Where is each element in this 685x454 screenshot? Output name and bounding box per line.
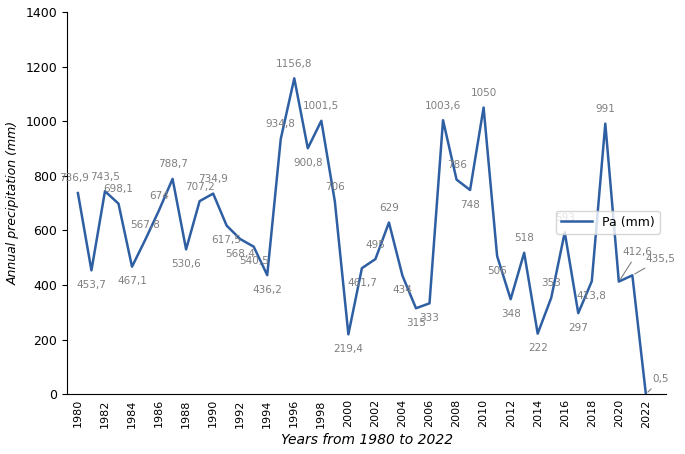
Pa (mm) xyxy=(614,279,623,284)
Pa (mm) xyxy=(114,201,123,207)
Text: 568,4: 568,4 xyxy=(225,249,255,259)
Pa (mm) xyxy=(560,230,569,235)
Text: 467,1: 467,1 xyxy=(117,276,147,286)
Pa (mm) xyxy=(547,295,556,301)
Text: 518: 518 xyxy=(514,233,534,243)
Pa (mm) xyxy=(371,257,379,262)
Text: 707,2: 707,2 xyxy=(185,182,214,192)
Pa (mm) xyxy=(493,253,501,259)
Text: 222: 222 xyxy=(527,343,547,353)
Text: 435,5: 435,5 xyxy=(635,254,675,274)
Text: 706: 706 xyxy=(325,182,345,192)
Text: 629: 629 xyxy=(379,203,399,213)
Text: 593: 593 xyxy=(555,213,575,223)
Pa (mm) xyxy=(642,391,650,397)
Text: 934,8: 934,8 xyxy=(266,119,296,129)
Text: 900,8: 900,8 xyxy=(293,158,323,168)
Text: 495: 495 xyxy=(366,240,386,250)
Pa (mm) xyxy=(331,199,339,204)
Pa (mm) xyxy=(223,223,231,228)
Text: 436,2: 436,2 xyxy=(252,285,282,295)
Text: 617,5: 617,5 xyxy=(212,235,242,245)
Text: 461,7: 461,7 xyxy=(347,278,377,288)
Text: 315: 315 xyxy=(406,318,426,328)
Pa (mm) xyxy=(574,311,582,316)
X-axis label: Years from 1980 to 2022: Years from 1980 to 2022 xyxy=(281,433,453,447)
Text: 1001,5: 1001,5 xyxy=(303,101,340,111)
Pa (mm) xyxy=(155,207,163,213)
Pa (mm) xyxy=(520,250,528,256)
Text: 734,9: 734,9 xyxy=(198,174,228,184)
Pa (mm) xyxy=(87,268,95,273)
Pa (mm) xyxy=(506,296,514,302)
Line: Pa (mm): Pa (mm) xyxy=(78,79,646,394)
Pa (mm) xyxy=(412,306,420,311)
Pa (mm) xyxy=(182,247,190,252)
Text: 530,6: 530,6 xyxy=(171,259,201,269)
Text: 0,5: 0,5 xyxy=(648,374,669,392)
Pa (mm) xyxy=(345,331,353,337)
Y-axis label: Annual precipitation (mm): Annual precipitation (mm) xyxy=(7,121,20,285)
Pa (mm) xyxy=(74,190,82,196)
Text: 1003,6: 1003,6 xyxy=(425,101,461,111)
Text: 748: 748 xyxy=(460,200,480,210)
Text: 333: 333 xyxy=(420,313,440,323)
Text: 412,6: 412,6 xyxy=(621,247,653,279)
Pa (mm) xyxy=(249,244,258,249)
Pa (mm) xyxy=(128,264,136,269)
Pa (mm) xyxy=(195,198,203,204)
Text: 413,8: 413,8 xyxy=(577,291,607,301)
Pa (mm) xyxy=(588,279,596,284)
Text: 743,5: 743,5 xyxy=(90,172,120,182)
Text: 453,7: 453,7 xyxy=(77,280,106,290)
Pa (mm) xyxy=(479,105,488,110)
Text: 353: 353 xyxy=(541,278,561,288)
Pa (mm) xyxy=(439,118,447,123)
Text: 506: 506 xyxy=(487,266,507,276)
Text: 1050: 1050 xyxy=(471,88,497,98)
Pa (mm) xyxy=(453,177,461,183)
Pa (mm) xyxy=(628,272,636,278)
Text: 540,5: 540,5 xyxy=(239,256,269,266)
Text: 567,8: 567,8 xyxy=(131,220,160,230)
Pa (mm) xyxy=(263,272,271,278)
Pa (mm) xyxy=(399,273,407,278)
Pa (mm) xyxy=(601,121,610,126)
Pa (mm) xyxy=(209,191,217,196)
Text: 219,4: 219,4 xyxy=(334,344,363,354)
Pa (mm) xyxy=(169,176,177,182)
Text: 674: 674 xyxy=(149,191,169,201)
Text: 698,1: 698,1 xyxy=(103,184,134,194)
Pa (mm) xyxy=(141,237,149,242)
Pa (mm) xyxy=(277,136,285,142)
Pa (mm) xyxy=(101,188,109,194)
Text: 736,9: 736,9 xyxy=(59,173,89,183)
Pa (mm) xyxy=(317,118,325,123)
Text: 991: 991 xyxy=(595,104,615,114)
Pa (mm) xyxy=(385,220,393,225)
Pa (mm) xyxy=(290,76,299,81)
Text: 297: 297 xyxy=(569,323,588,333)
Text: 434: 434 xyxy=(393,285,412,295)
Pa (mm) xyxy=(534,331,542,336)
Text: 786: 786 xyxy=(447,160,466,170)
Text: 348: 348 xyxy=(501,309,521,319)
Legend: Pa (mm): Pa (mm) xyxy=(556,211,660,234)
Text: 788,7: 788,7 xyxy=(158,159,188,169)
Text: 1156,8: 1156,8 xyxy=(276,59,312,69)
Pa (mm) xyxy=(358,266,366,271)
Pa (mm) xyxy=(236,237,245,242)
Pa (mm) xyxy=(466,187,474,192)
Pa (mm) xyxy=(303,146,312,151)
Pa (mm) xyxy=(425,301,434,306)
